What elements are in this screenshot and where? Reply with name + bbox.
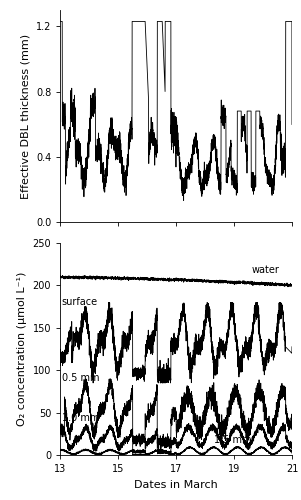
Y-axis label: Effective DBL thickness (mm): Effective DBL thickness (mm) [20,34,30,198]
Text: 1.5 mm: 1.5 mm [214,435,251,445]
X-axis label: Dates in March: Dates in March [134,480,218,490]
Text: water: water [251,265,279,275]
Text: surface: surface [62,297,98,307]
Y-axis label: O₂ concentration (μmol L⁻¹): O₂ concentration (μmol L⁻¹) [17,272,27,426]
Text: 0.5 mm: 0.5 mm [62,374,99,384]
Text: 1.0 mm: 1.0 mm [62,413,99,423]
